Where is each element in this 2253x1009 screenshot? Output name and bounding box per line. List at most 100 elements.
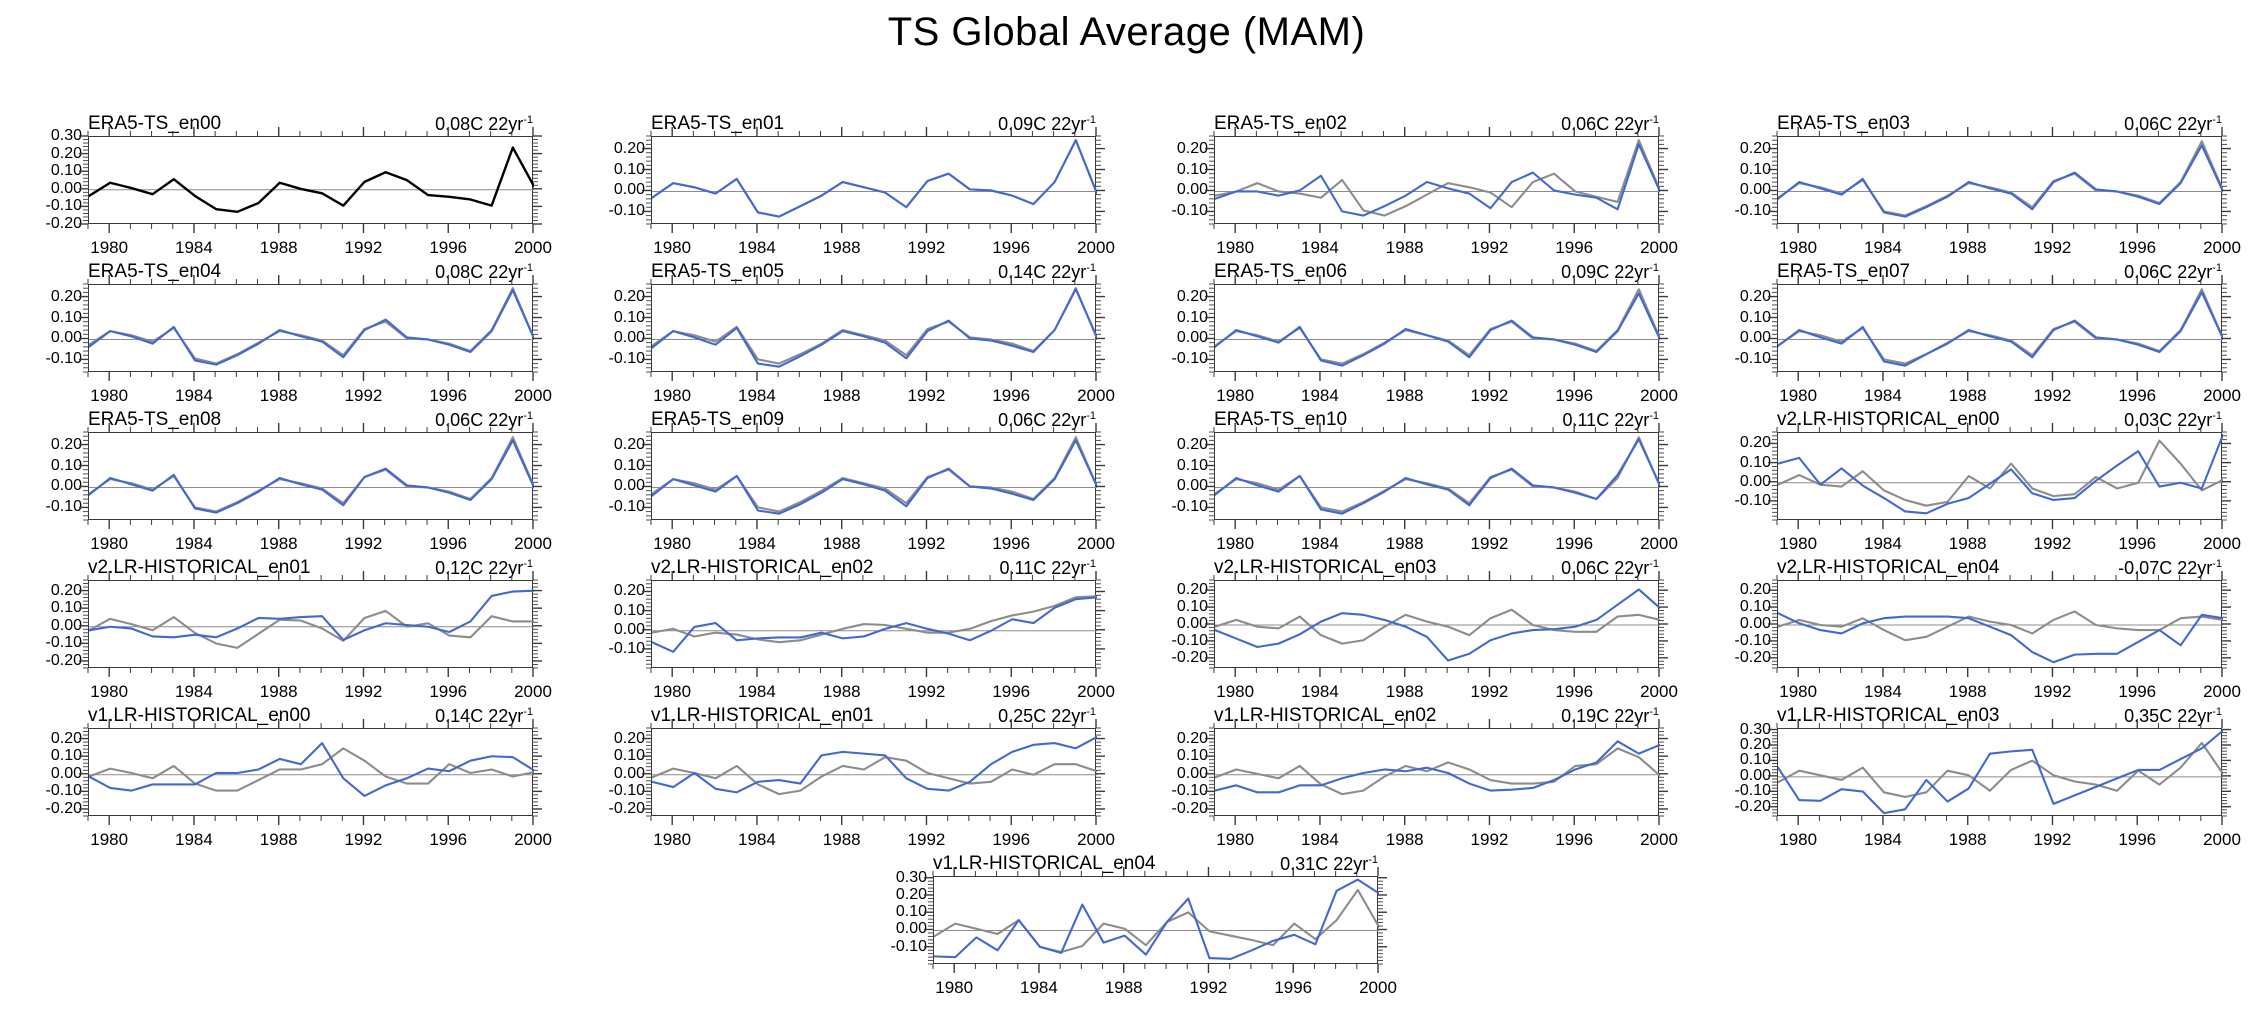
y-tick-label: 0.20: [613, 287, 645, 305]
y-tick-label: 0.20: [613, 139, 645, 157]
y-axis-labels: 0.20 0.10 0.00 -0.10: [36, 432, 82, 520]
y-tick-label: 0.20: [613, 582, 645, 600]
x-tick-label: 1984: [1864, 682, 1902, 701]
panel-title: v2.LR-HISTORICAL_en02: [651, 557, 874, 578]
series-canvas: [89, 287, 534, 366]
x-tick-label: 1988: [1948, 682, 1987, 701]
y-tick-label: 0.10: [613, 601, 645, 619]
panel-trend-label: 0.09C 22yr-1: [1561, 262, 1659, 282]
y-axis-labels: 0.20 0.10 0.00 -0.10: [1162, 136, 1208, 224]
y-tick-label: -0.20: [1171, 799, 1208, 817]
x-tick-label: 1984: [1301, 830, 1339, 849]
x-tick-label: 1980: [90, 534, 129, 553]
x-axis-labels: 1980 1984 1988 1992 1996 2000: [1214, 386, 1678, 408]
y-tick-label: -0.10: [45, 350, 82, 368]
series-line-model: [1215, 588, 1660, 662]
y-tick-label: -0.10: [1734, 782, 1771, 800]
panel-trend-label: 0.14C 22yr-1: [435, 706, 533, 726]
x-tick-label: 2000: [1077, 386, 1115, 405]
x-tick-label: 1992: [1470, 238, 1509, 257]
y-tick-label: -0.10: [890, 937, 927, 955]
page-title: TS Global Average (MAM): [887, 10, 1366, 54]
y-tick-label: 0.00: [1176, 181, 1208, 199]
y-axis-labels: 0.30 0.20 0.10 0.00 -0.10 -0.20: [1725, 721, 1771, 816]
y-axis-labels: 0.20 0.10 0.00 -0.10: [1725, 136, 1771, 224]
x-tick-label: 2000: [1640, 386, 1678, 405]
x-tick-label: 1984: [1864, 238, 1902, 257]
x-tick-label: 2000: [514, 534, 552, 553]
x-axis-labels: 1980 1984 1988 1992 1996 2000: [1777, 238, 2241, 260]
series-canvas: [1778, 140, 2223, 218]
x-tick-label: 1988: [822, 682, 861, 701]
plot-area: [88, 284, 534, 372]
y-tick-label: 0.10: [1176, 598, 1208, 616]
x-tick-label: 1992: [907, 386, 946, 405]
x-tick-label: 1992: [2033, 386, 2072, 405]
tick-marks: [1768, 719, 2231, 825]
y-tick-label: -0.10: [1734, 202, 1771, 220]
plot-area: [88, 580, 534, 668]
x-axis-labels: 1980 1984 1988 1992 1996 2000: [651, 682, 1115, 704]
y-tick-label: 0.20: [1739, 287, 1771, 305]
x-tick-label: 1992: [344, 534, 383, 553]
panel-trend-label: 0.09C 22yr-1: [998, 114, 1096, 134]
x-tick-label: 1996: [992, 682, 1031, 701]
x-axis-labels: 1980 1984 1988 1992 1996 2000: [1214, 830, 1678, 852]
x-tick-label: 1980: [90, 238, 129, 257]
x-tick-label: 2000: [1640, 682, 1678, 701]
y-tick-label: 0.00: [50, 329, 82, 347]
x-tick-label: 2000: [514, 682, 552, 701]
x-tick-label: 1988: [822, 238, 861, 257]
series-canvas: [652, 436, 1097, 515]
y-tick-label: 0.20: [50, 144, 82, 162]
y-tick-label: -0.20: [45, 651, 82, 669]
panel-title: ERA5-TS_en08: [88, 409, 222, 430]
panel-title: ERA5-TS_en07: [1777, 261, 1911, 282]
y-tick-label: -0.10: [608, 498, 645, 516]
plot-area: [651, 580, 1097, 668]
panel-trend-label: 0.14C 22yr-1: [998, 262, 1096, 282]
series-canvas: [1778, 610, 2223, 664]
x-tick-label: 2000: [1640, 238, 1678, 257]
x-tick-label: 1996: [2118, 830, 2157, 849]
y-axis-labels: 0.20 0.10 0.00 -0.10: [599, 136, 645, 224]
panel-title: v2.LR-HISTORICAL_en01: [88, 557, 311, 578]
panel-trend-label: 0.06C 22yr-1: [2124, 114, 2222, 134]
x-tick-label: 1996: [2118, 386, 2157, 405]
series-canvas: [652, 287, 1097, 368]
series-line-ERA5-TS_en00: [89, 146, 534, 214]
tick-marks: [79, 275, 542, 381]
panel-title: v1.LR-HISTORICAL_en00: [88, 705, 311, 726]
plot-area: [1777, 284, 2223, 372]
y-tick-label: 0.20: [613, 729, 645, 747]
series-line-reference: [652, 756, 1097, 796]
x-tick-label: 1980: [653, 534, 692, 553]
y-tick-label: 0.00: [1176, 329, 1208, 347]
tick-marks: [642, 127, 1105, 233]
x-tick-label: 1984: [1864, 534, 1902, 553]
y-axis-labels: 0.20 0.10 0.00 -0.10 -0.20: [1162, 728, 1208, 816]
plot-area: [88, 432, 534, 520]
y-tick-label: 0.30: [1739, 720, 1771, 738]
x-tick-label: 1980: [653, 238, 692, 257]
x-tick-label: 1996: [992, 386, 1031, 405]
x-tick-label: 1988: [1385, 386, 1424, 405]
y-tick-label: 0.00: [1176, 615, 1208, 632]
tick-marks: [1768, 127, 2231, 233]
x-axis-labels: 1980 1984 1988 1992 1996 2000: [1777, 534, 2241, 556]
y-tick-label: 0.00: [1176, 477, 1208, 495]
plot-area: [1214, 432, 1660, 520]
y-tick-label: 0.10: [50, 747, 82, 765]
x-tick-label: 1980: [1216, 386, 1255, 405]
y-tick-label: 0.20: [1739, 434, 1771, 452]
y-tick-label: 0.20: [50, 435, 82, 453]
x-axis-labels: 1980 1984 1988 1992 1996 2000: [1777, 682, 2241, 704]
y-axis-labels: 0.20 0.10 0.00 -0.10: [1162, 284, 1208, 372]
x-tick-label: 1984: [1301, 534, 1339, 553]
series-line-reference: [1778, 610, 2223, 642]
tick-marks: [642, 719, 1105, 825]
series-line-model: [1778, 433, 2223, 515]
panel-title: ERA5-TS_en06: [1214, 261, 1348, 282]
series-line-model: [934, 878, 1379, 961]
series-line-model: [652, 596, 1097, 653]
